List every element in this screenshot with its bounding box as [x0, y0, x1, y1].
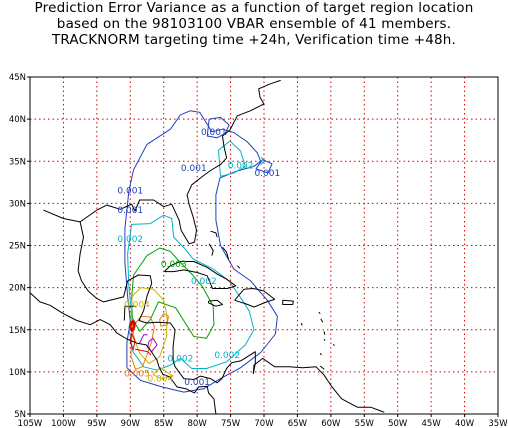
- contour-line: [134, 348, 152, 356]
- lon-tick-label: 70W: [254, 419, 274, 428]
- contour-label: 0.002: [168, 354, 194, 364]
- contour-label: 0.001: [201, 128, 227, 138]
- lat-tick-label: 25N: [9, 242, 26, 252]
- contour-line: [127, 214, 255, 371]
- contour-label: 0.001: [184, 378, 210, 388]
- coastline-segment: [333, 343, 335, 346]
- coastline-segment: [79, 79, 281, 245]
- lon-tick-label: 55W: [355, 419, 375, 428]
- lon-tick-label: 80W: [188, 419, 208, 428]
- lat-tick-label: 20N: [9, 284, 26, 294]
- contour-label: 0.004: [124, 300, 150, 310]
- contour-line: [206, 116, 230, 139]
- lon-tick-label: 65W: [288, 419, 308, 428]
- contour-line: [130, 287, 168, 364]
- coastline-segment: [320, 318, 324, 323]
- lat-lon-grid: [30, 77, 498, 414]
- coastline-segment: [210, 230, 218, 238]
- coastline-segment: [123, 305, 136, 321]
- title-line-1: Prediction Error Variance as a function …: [34, 0, 474, 16]
- lon-tick-label: 40W: [455, 419, 475, 428]
- lat-tick-label: 40N: [9, 115, 26, 125]
- contour-line: [260, 156, 265, 165]
- lon-tick-label: 100W: [51, 419, 76, 428]
- latitude-tick-labels: 5N 10N 15N 20N 25N 30N 35N 40N 45N: [9, 73, 30, 420]
- lat-tick-label: 15N: [9, 326, 26, 336]
- coastline-segment: [300, 322, 303, 326]
- longitude-tick-labels: 105W 100W 95W 90W 85W 80W 75W 70W 65W 60W 55W 50W 45…: [18, 414, 508, 428]
- coastline-segment: [29, 292, 217, 415]
- contour-label: 0.001: [117, 206, 143, 216]
- coastline-segment: [236, 265, 241, 269]
- contour-line: [218, 140, 246, 177]
- contour-label: 0.002: [228, 161, 254, 171]
- contour-line: [139, 334, 148, 344]
- map-title: Prediction Error Variance as a function …: [0, 0, 508, 48]
- lon-tick-label: 35W: [488, 419, 508, 428]
- contour-label: 0.001: [181, 164, 207, 174]
- contour-label: 0.001: [254, 169, 280, 179]
- coastline-segment: [222, 246, 230, 260]
- lon-tick-label: 95W: [87, 419, 107, 428]
- lat-tick-label: 35N: [9, 157, 26, 167]
- lon-tick-label: 90W: [121, 419, 141, 428]
- coastline-segment: [319, 352, 322, 356]
- coastline-segment: [208, 299, 223, 307]
- coastlines: [29, 79, 385, 415]
- coastline-segment: [164, 261, 237, 289]
- contour-label: 0.001: [117, 187, 143, 197]
- contour-label: 0.003: [161, 260, 187, 270]
- coastline-segment: [234, 288, 276, 308]
- lat-tick-label: 45N: [9, 73, 26, 83]
- contour-line: [129, 332, 136, 351]
- contour-label: 0.005: [124, 370, 150, 380]
- lat-tick-label: 5N: [14, 410, 26, 420]
- contour-line: [152, 367, 174, 380]
- contour-line: [124, 110, 278, 393]
- contour-label: 0.002: [191, 277, 217, 287]
- title-line-3: TRACKNORM targeting time +24h, Verificat…: [51, 32, 457, 48]
- contour-line: [255, 159, 273, 174]
- coastline-segment: [282, 299, 294, 305]
- lon-tick-label: 60W: [321, 419, 341, 428]
- title-line-2: based on the 98103100 VBAR ensemble of 4…: [56, 16, 452, 32]
- contour-label: 0.002: [117, 235, 143, 245]
- variance-contours: [124, 110, 278, 393]
- contour-line: [159, 313, 169, 327]
- coastline-segment: [323, 331, 326, 335]
- lat-tick-label: 30N: [9, 199, 26, 209]
- lat-tick-label: 10N: [9, 368, 26, 378]
- lon-tick-label: 50W: [388, 419, 408, 428]
- coastline-segment: [43, 209, 385, 413]
- lon-tick-label: 45W: [422, 419, 442, 428]
- lon-tick-label: 85W: [154, 419, 174, 428]
- coastline-segment: [323, 338, 326, 341]
- coastline-segment: [319, 365, 325, 370]
- contour-line: [131, 247, 215, 339]
- lon-tick-label: 105W: [18, 419, 43, 428]
- lon-tick-label: 75W: [221, 419, 241, 428]
- contour-label: 0.004: [147, 375, 173, 385]
- coastline-segment: [208, 243, 214, 256]
- contour-line: [130, 315, 155, 370]
- coastline-segment: [318, 311, 321, 315]
- contour-label: 0.002: [214, 351, 240, 361]
- contour-peak: [129, 320, 136, 332]
